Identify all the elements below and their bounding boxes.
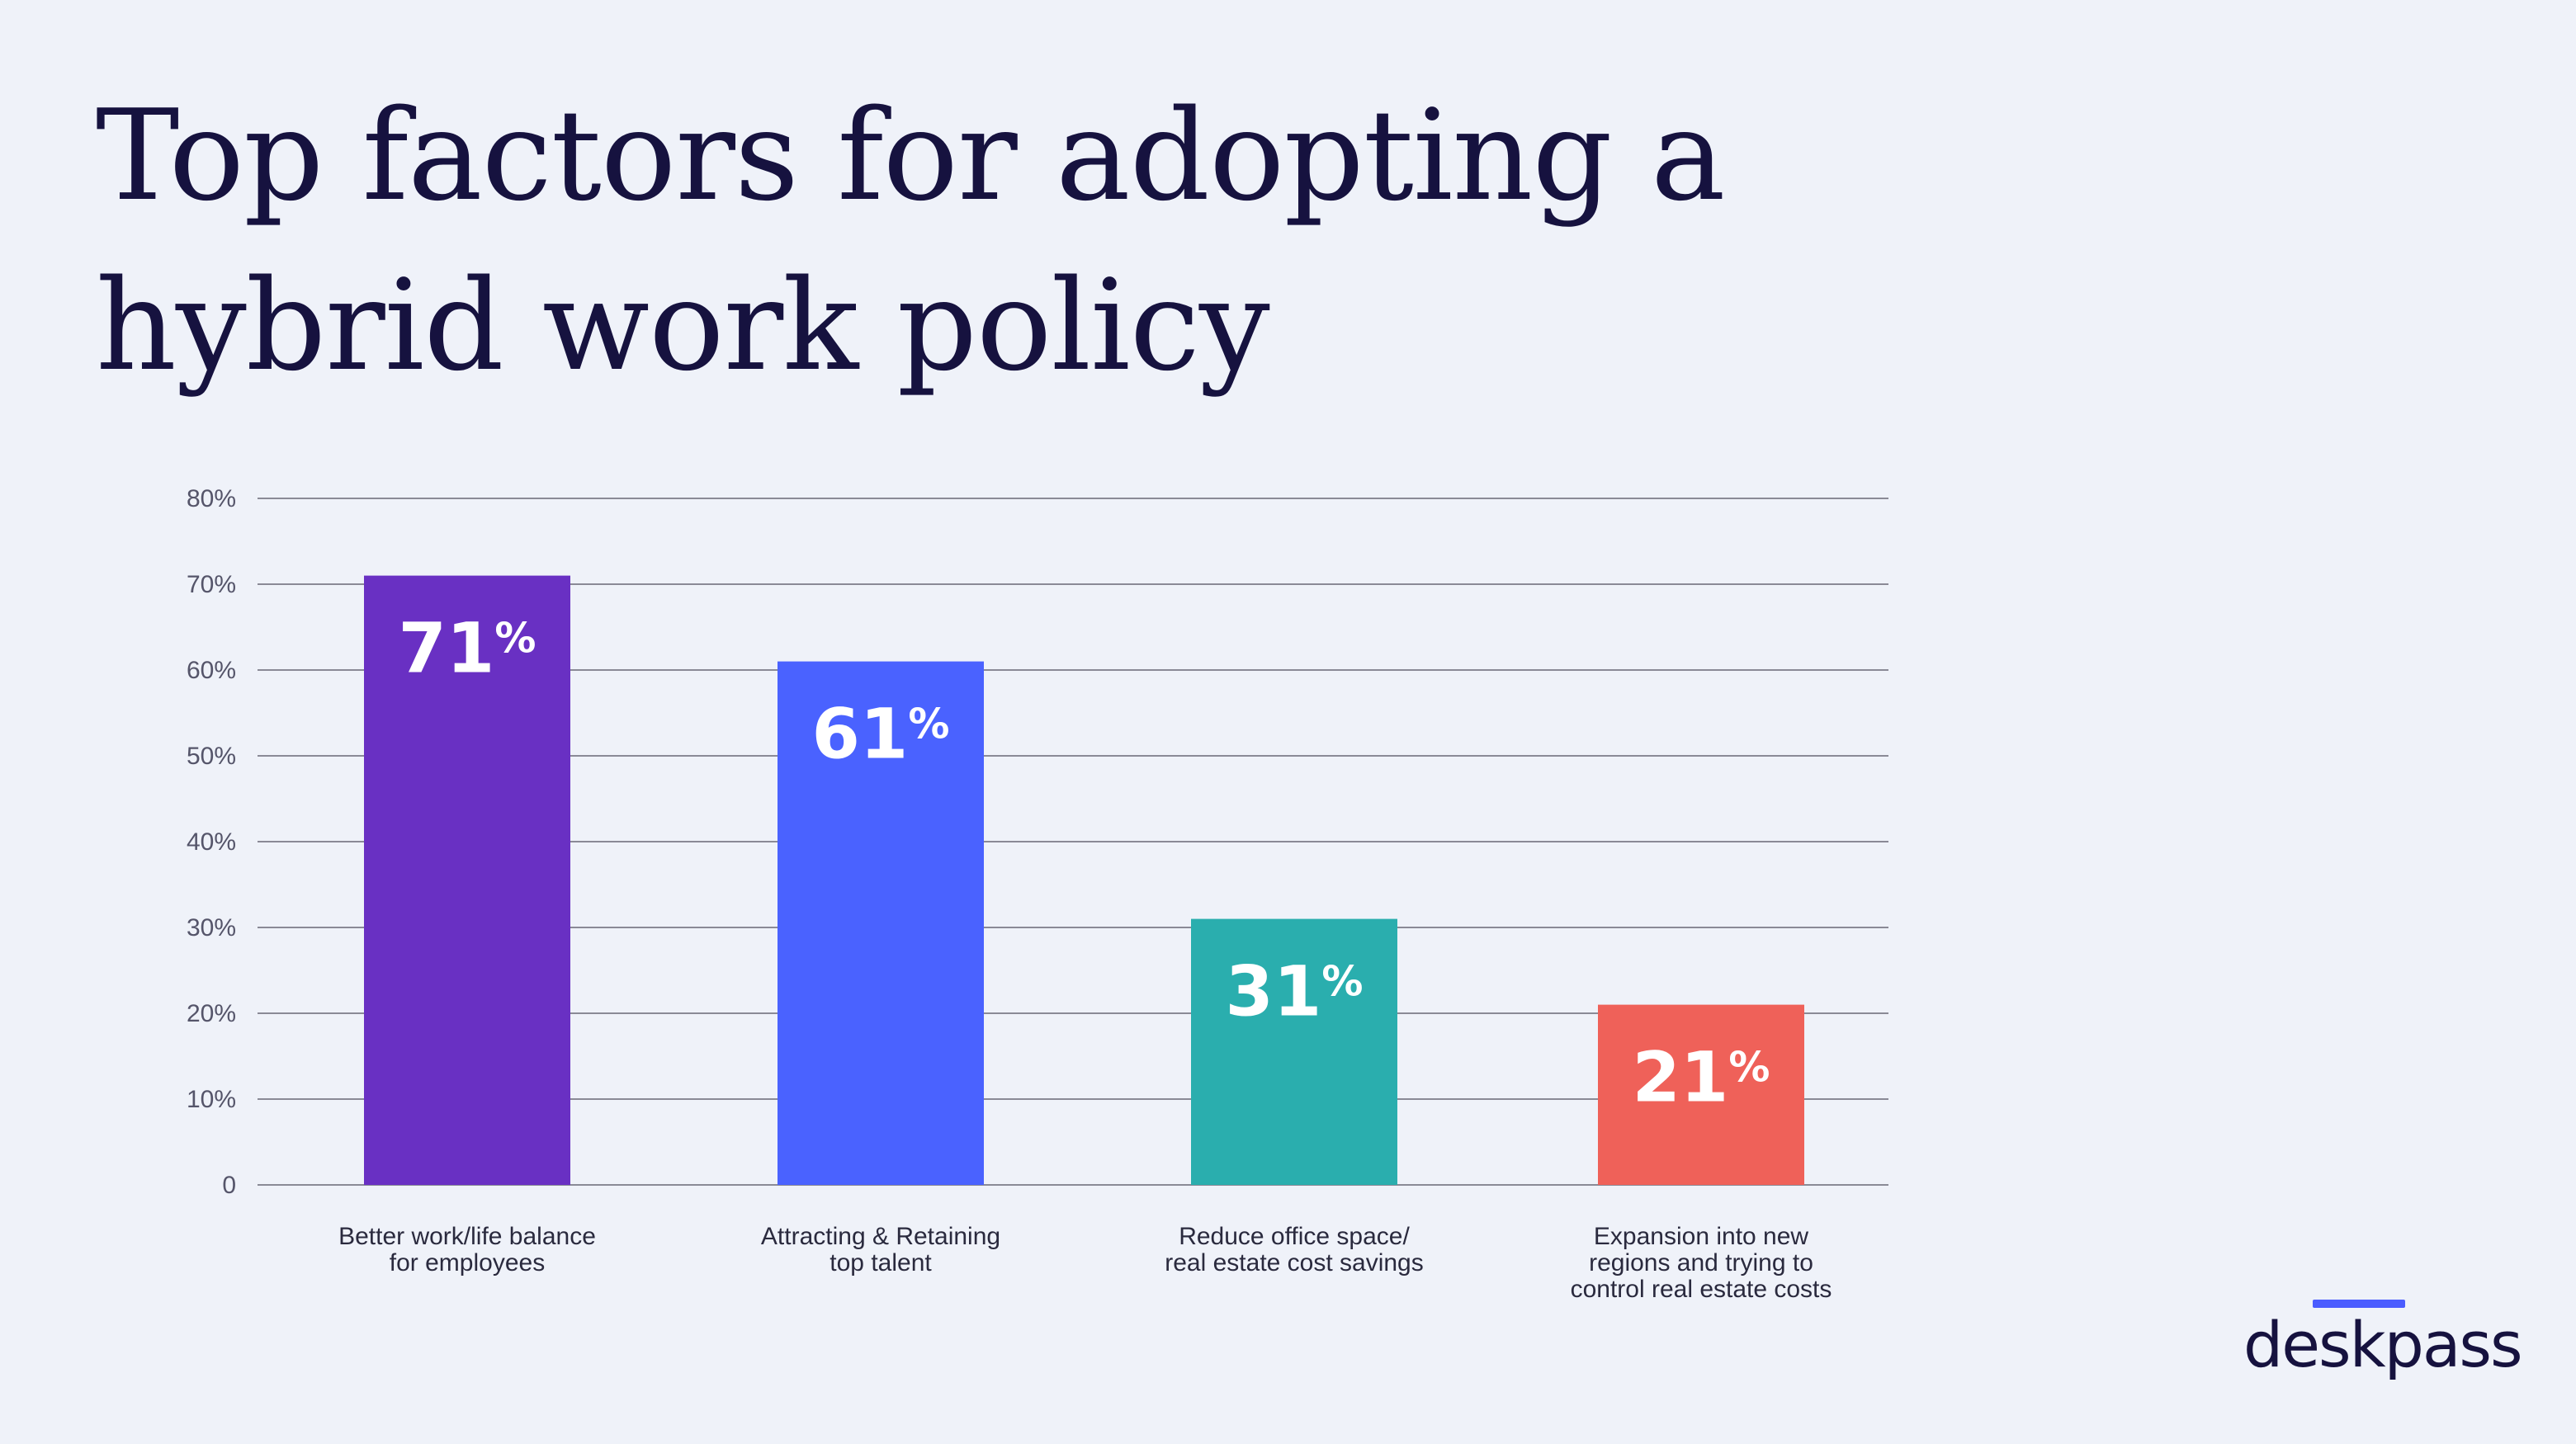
y-tick-label: 0 (222, 1172, 236, 1199)
x-tick-label: Reduce office space/ (1179, 1223, 1410, 1250)
y-tick-label: 20% (187, 1000, 236, 1027)
bar-value-label: 21% (1632, 1037, 1770, 1118)
x-tick-label: regions and trying to (1589, 1249, 1813, 1276)
bar-value-number: 61 (811, 694, 908, 775)
x-tick-label: Better work/life balance (338, 1223, 596, 1250)
bar (1191, 918, 1397, 1185)
chart-title-line-2: hybrid work policy (96, 252, 1270, 399)
bar-value-number: 31 (1225, 951, 1321, 1032)
y-tick-label: 30% (187, 914, 236, 941)
bar (1598, 1004, 1804, 1185)
bar-value-label: 71% (398, 608, 536, 689)
bar-value-number: 21 (1632, 1037, 1728, 1118)
brand-name: deskpass (2243, 1308, 2523, 1381)
bars: 71%61%31%21% (364, 575, 1804, 1185)
x-tick-label: for employees (390, 1249, 545, 1276)
bar-value-suffix: % (1728, 1044, 1770, 1092)
bar-value-label: 61% (811, 694, 949, 775)
bar-value-suffix: % (494, 615, 536, 663)
x-tick-label: top talent (830, 1249, 932, 1276)
bar-value-suffix: % (1321, 958, 1363, 1006)
x-tick-label: control real estate costs (1571, 1276, 1832, 1303)
x-tick-label: Attracting & Retaining (761, 1223, 1000, 1250)
y-tick-label: 80% (187, 485, 236, 512)
y-tick-label: 70% (187, 571, 236, 598)
bar (778, 661, 984, 1185)
deskpass-logo: deskpass (2243, 1300, 2532, 1390)
bar-value-label: 31% (1225, 951, 1363, 1032)
x-tick-label: Expansion into new (1594, 1223, 1809, 1250)
y-tick-label: 40% (187, 828, 236, 856)
bar-value-suffix: % (908, 701, 949, 748)
y-tick-label: 10% (187, 1086, 236, 1113)
bar (364, 575, 570, 1185)
logo-accent-bar (2313, 1300, 2405, 1308)
chart-title-line-1: Top factors for adopting a (96, 83, 1726, 229)
bar-value-number: 71 (398, 608, 494, 689)
y-tick-label: 60% (187, 657, 236, 684)
x-tick-label: real estate cost savings (1165, 1249, 1424, 1276)
y-tick-label: 50% (187, 743, 236, 770)
chart-title: Top factors for adopting a hybrid work p… (96, 71, 1994, 411)
y-axis: 0 10% 20% 30% 40% 50% 60% 70% 80% (187, 485, 236, 1199)
